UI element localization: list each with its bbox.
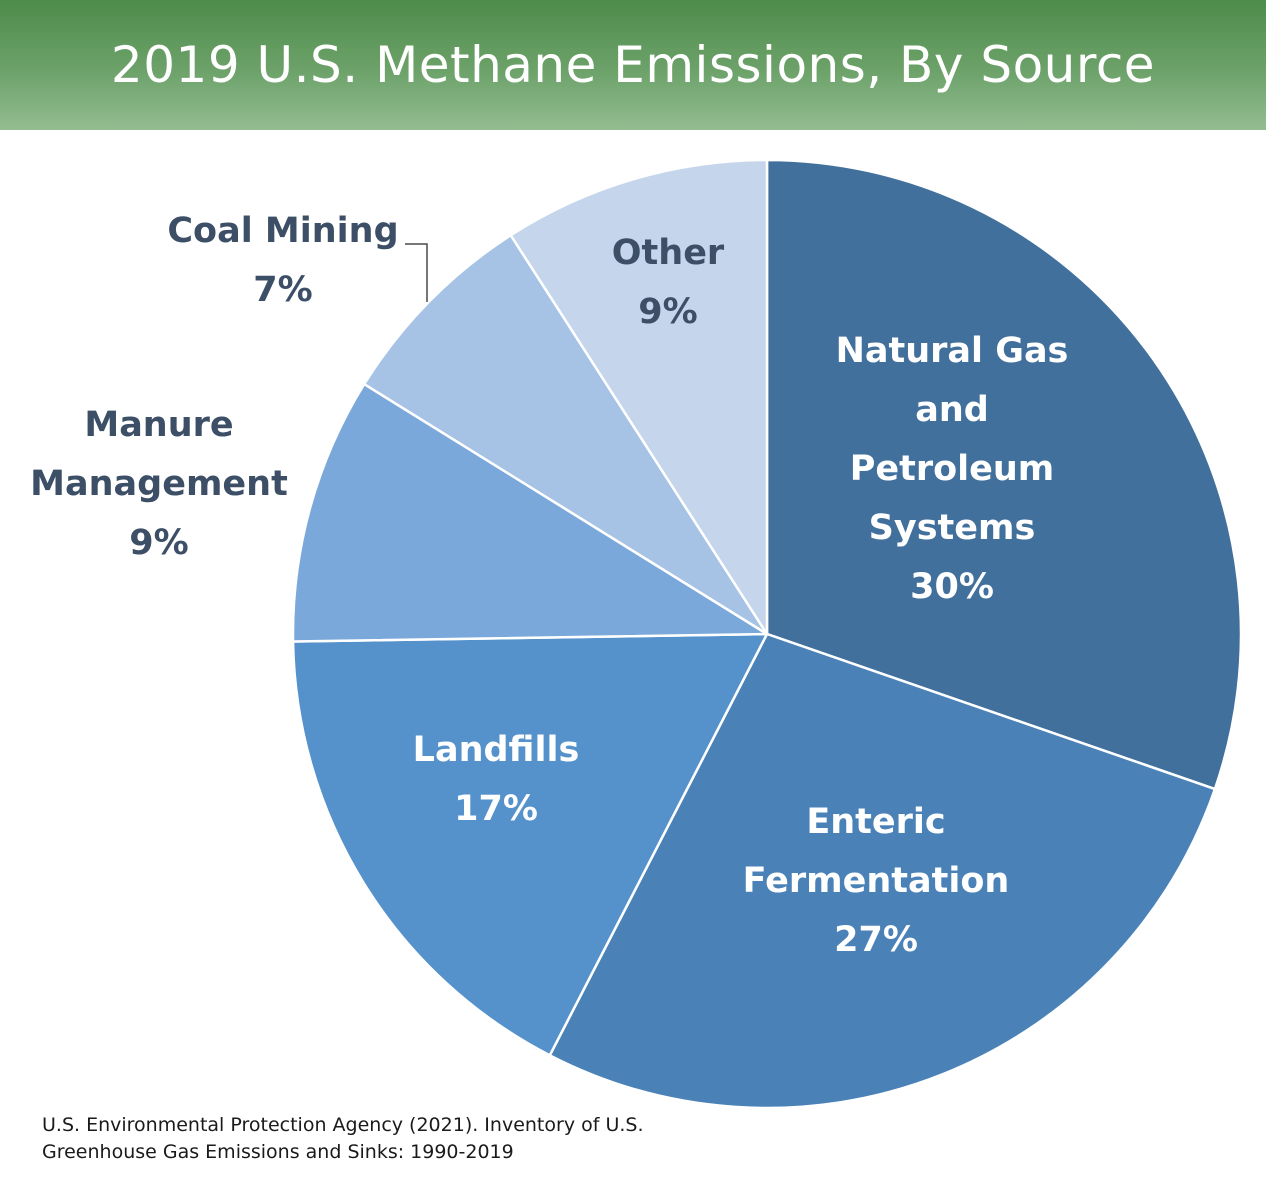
chart-title: 2019 U.S. Methane Emissions, By Source [110, 36, 1156, 94]
pie-slice-other [509, 158, 769, 636]
pie-slice-landfills [291, 632, 769, 1057]
slice-label-enteric-fermentation: Enteric Fermentation 27% [743, 802, 1010, 960]
slice-label-manure-management: Manure Management 9% [30, 405, 288, 563]
slice-label-coal-mining: Coal Mining 7% [167, 211, 398, 310]
slice-label-natural-gas-and-petroleum-systems: Natural Gas and Petroleum Systems 30% [836, 331, 1069, 607]
source-line-2: Greenhouse Gas Emissions and Sinks: 1990… [42, 1141, 514, 1163]
source-line-1: U.S. Environmental Protection Agency (20… [42, 1114, 644, 1136]
pie-slice-natural-gas-and-petroleum-systems [765, 158, 1243, 791]
slice-label-other: Other 9% [612, 233, 725, 332]
source-citation: U.S. Environmental Protection Agency (20… [42, 1112, 644, 1166]
pie-slice-manure-management [291, 382, 769, 643]
pie-labels: Natural Gas and Petroleum Systems 30% Enteric… [30, 211, 1068, 960]
pie-slices [291, 158, 1243, 1110]
pie-slice-enteric-fermentation [548, 632, 1217, 1110]
pie-slice-coal-mining [362, 234, 769, 636]
coal-mining-leader-line [405, 243, 428, 302]
title-banner: 2019 U.S. Methane Emissions, By Source [0, 0, 1266, 130]
slice-label-landfills: Landfills 17% [413, 730, 580, 829]
